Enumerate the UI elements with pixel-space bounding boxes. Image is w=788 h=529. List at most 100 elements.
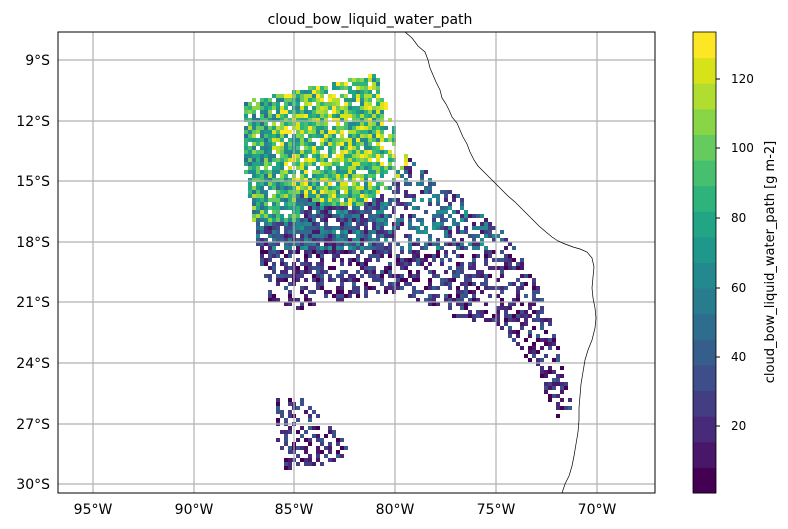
swath-pixel bbox=[352, 94, 356, 98]
swath-pixel bbox=[284, 274, 288, 278]
swath-pixel bbox=[452, 270, 456, 274]
swath-pixel bbox=[276, 162, 280, 166]
swath-pixel bbox=[320, 90, 324, 94]
swath-pixel bbox=[272, 182, 276, 186]
swath-pixel bbox=[480, 230, 484, 234]
swath-pixel bbox=[308, 102, 312, 106]
swath-pixel bbox=[340, 138, 344, 142]
swath-pixel bbox=[364, 294, 368, 298]
swath-pixel bbox=[328, 214, 332, 218]
swath-pixel bbox=[396, 258, 400, 262]
swath-pixel bbox=[284, 206, 288, 210]
swath-pixel bbox=[464, 286, 468, 290]
swath-pixel bbox=[344, 114, 348, 118]
swath-pixel bbox=[496, 286, 500, 290]
swath-pixel bbox=[384, 214, 388, 218]
swath-pixel bbox=[476, 214, 480, 218]
swath-pixel bbox=[376, 198, 380, 202]
swath-pixel bbox=[308, 406, 312, 410]
swath-pixel bbox=[280, 94, 284, 98]
swath-pixel bbox=[312, 434, 316, 438]
swath-pixel bbox=[508, 242, 512, 246]
swath-pixel bbox=[360, 126, 364, 130]
swath-pixel bbox=[428, 294, 432, 298]
swath-pixel bbox=[280, 106, 284, 110]
swath-pixel bbox=[332, 150, 336, 154]
swath-pixel bbox=[324, 170, 328, 174]
cbar-tick-80: 80 bbox=[731, 211, 746, 225]
swath-pixel bbox=[332, 142, 336, 146]
swath-pixel bbox=[316, 166, 320, 170]
swath-pixel bbox=[348, 218, 352, 222]
swath-pixel bbox=[436, 302, 440, 306]
swath-pixel bbox=[560, 386, 564, 390]
swath-pixel bbox=[392, 182, 396, 186]
swath-pixel bbox=[532, 298, 536, 302]
swath-pixel bbox=[316, 190, 320, 194]
swath-pixel bbox=[524, 338, 528, 342]
swath-pixel bbox=[324, 138, 328, 142]
swath-pixel bbox=[432, 294, 436, 298]
swath-pixel bbox=[336, 194, 340, 198]
swath-pixel bbox=[408, 194, 412, 198]
swath-pixel bbox=[400, 174, 404, 178]
swath-pixel bbox=[296, 406, 300, 410]
swath-pixel bbox=[444, 278, 448, 282]
swath-pixel bbox=[456, 262, 460, 266]
swath-pixel bbox=[296, 226, 300, 230]
swath-pixel bbox=[316, 282, 320, 286]
swath-pixel bbox=[396, 186, 400, 190]
swath-pixel bbox=[304, 154, 308, 158]
swath-pixel bbox=[520, 258, 524, 262]
swath-pixel bbox=[276, 178, 280, 182]
swath-pixel bbox=[320, 198, 324, 202]
swath-pixel bbox=[436, 242, 440, 246]
swath-pixel bbox=[460, 262, 464, 266]
swath-pixel bbox=[260, 242, 264, 246]
swath-pixel bbox=[304, 278, 308, 282]
swath-pixel bbox=[396, 278, 400, 282]
swath-pixel bbox=[312, 190, 316, 194]
swath-pixel bbox=[300, 458, 304, 462]
swath-pixel bbox=[496, 278, 500, 282]
swath-pixel bbox=[308, 250, 312, 254]
swath-pixel bbox=[500, 270, 504, 274]
swath-pixel bbox=[320, 462, 324, 466]
swath-pixel bbox=[308, 262, 312, 266]
swath-pixel bbox=[380, 118, 384, 122]
swath-pixel bbox=[328, 166, 332, 170]
swath-pixel bbox=[368, 286, 372, 290]
swath-pixel bbox=[332, 194, 336, 198]
swath-pixel bbox=[336, 138, 340, 142]
swath-pixel bbox=[356, 154, 360, 158]
swath-pixel bbox=[332, 226, 336, 230]
swath-pixel bbox=[324, 154, 328, 158]
swath-pixel bbox=[392, 134, 396, 138]
swath-pixel bbox=[308, 110, 312, 114]
swath-pixel bbox=[356, 286, 360, 290]
swath-pixel bbox=[352, 226, 356, 230]
swath-pixel bbox=[348, 190, 352, 194]
swath-pixel bbox=[476, 234, 480, 238]
swath-pixel bbox=[284, 222, 288, 226]
swath-pixel bbox=[452, 218, 456, 222]
swath-pixel bbox=[376, 106, 380, 110]
swath-pixel bbox=[364, 218, 368, 222]
swath-pixel bbox=[476, 298, 480, 302]
swath-pixel bbox=[340, 82, 344, 86]
swath-pixel bbox=[408, 174, 412, 178]
swath-pixel bbox=[316, 234, 320, 238]
swath-pixel bbox=[420, 230, 424, 234]
swath-pixel bbox=[304, 146, 308, 150]
swath-pixel bbox=[468, 282, 472, 286]
swath-pixel bbox=[288, 218, 292, 222]
swath-pixel bbox=[348, 294, 352, 298]
swath-pixel bbox=[392, 206, 396, 210]
swath-pixel bbox=[520, 302, 524, 306]
swath-pixel bbox=[328, 206, 332, 210]
swath-pixel bbox=[412, 294, 416, 298]
swath-pixel bbox=[356, 270, 360, 274]
swath-pixel bbox=[256, 190, 260, 194]
swath-pixel bbox=[276, 410, 280, 414]
lon-tick-75w: 75°W bbox=[477, 502, 516, 518]
